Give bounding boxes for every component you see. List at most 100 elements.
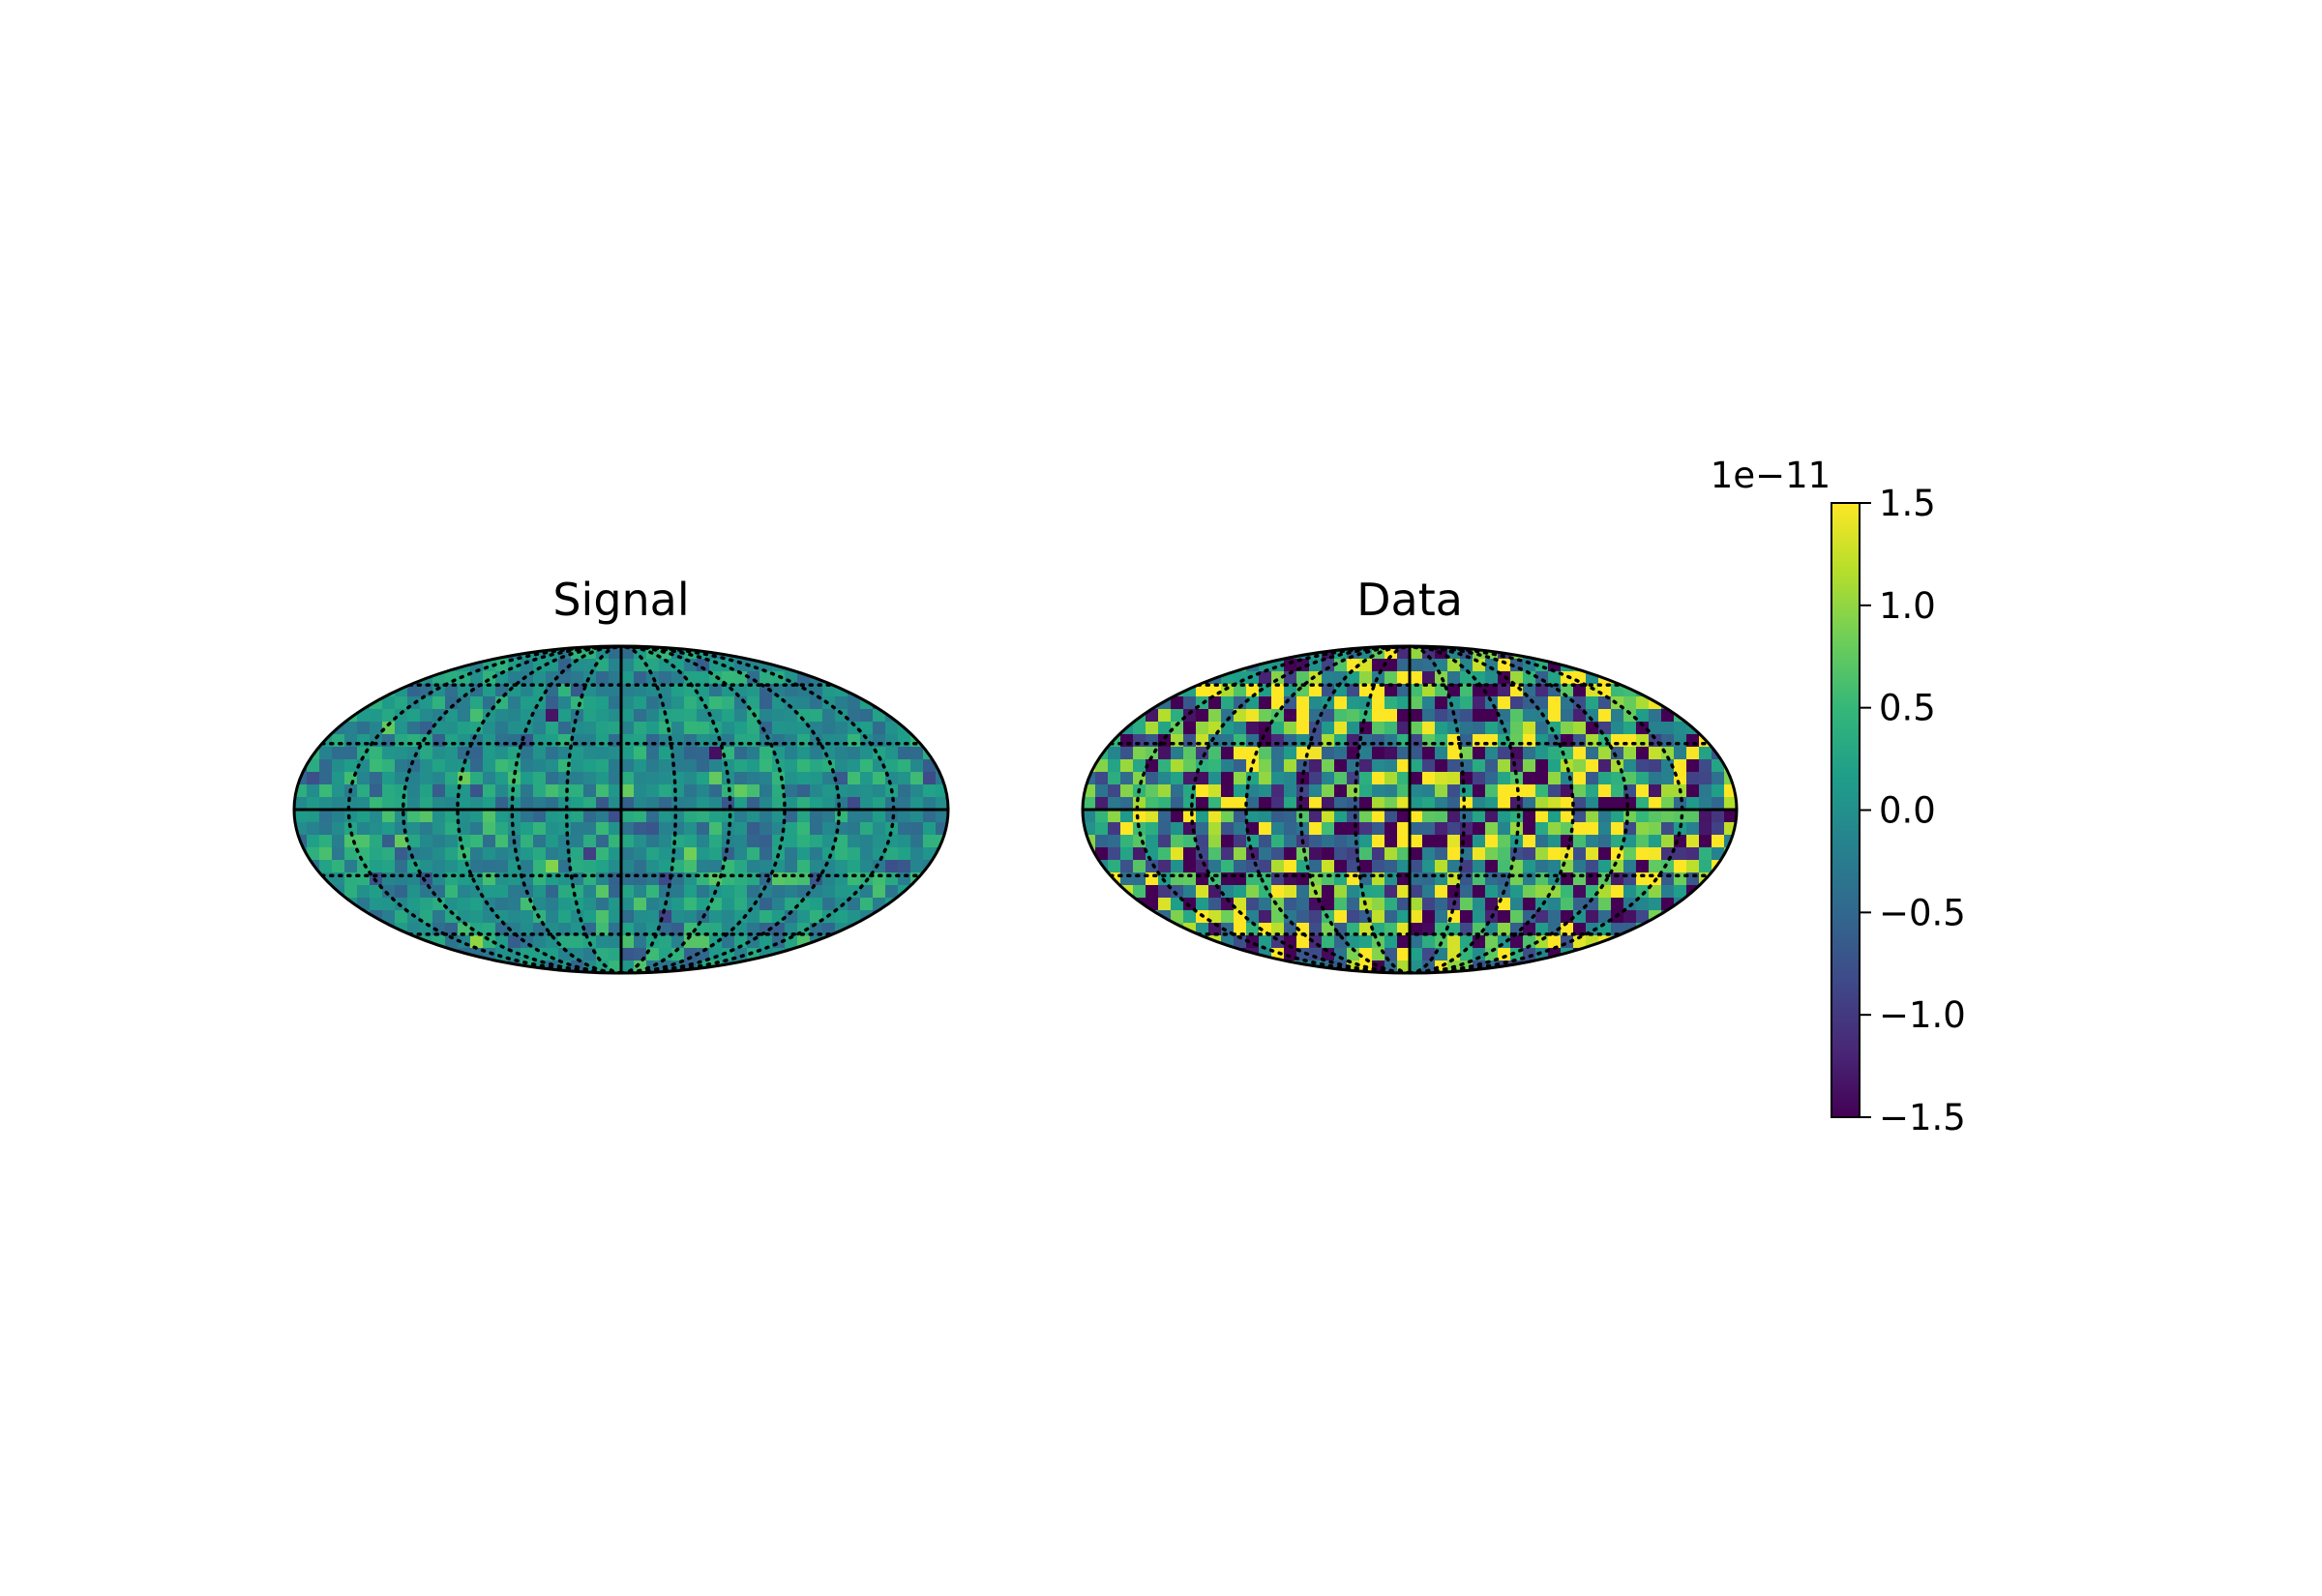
heatmap-cell <box>1095 772 1109 785</box>
heatmap-cell <box>1724 810 1737 823</box>
heatmap-cell <box>747 696 760 710</box>
heatmap-cell <box>445 759 459 773</box>
heatmap-cell <box>458 722 471 735</box>
heatmap-cell <box>1196 784 1209 798</box>
heatmap-cell <box>785 885 798 899</box>
heatmap-cell <box>571 822 584 836</box>
heatmap-cell <box>533 784 547 798</box>
heatmap-cell <box>1523 872 1536 886</box>
heatmap-cell <box>596 709 610 723</box>
heatmap-cell <box>583 835 597 848</box>
heatmap-cell <box>483 822 496 836</box>
heatmap-cell <box>797 860 811 873</box>
heatmap-cell <box>898 835 911 848</box>
heatmap-cell <box>407 734 421 748</box>
heatmap-cell <box>1636 860 1650 873</box>
heatmap-cell <box>747 860 760 873</box>
heatmap-cell <box>1422 709 1436 723</box>
heatmap-cell <box>1535 961 1549 973</box>
heatmap-cell <box>1384 696 1398 710</box>
heatmap-cell <box>1271 722 1285 735</box>
heatmap-cell <box>558 835 572 848</box>
heatmap-cell <box>873 835 886 848</box>
heatmap-cell <box>1372 659 1385 672</box>
heatmap-cell <box>382 734 396 748</box>
heatmap-cell <box>483 646 496 660</box>
heatmap-cell <box>1246 910 1260 924</box>
heatmap-cell <box>1146 734 1159 748</box>
heatmap-cell <box>810 898 823 911</box>
heatmap-cell <box>307 759 320 773</box>
heatmap-cell <box>1259 835 1272 848</box>
heatmap-cell <box>571 696 584 710</box>
heatmap-cell <box>1435 835 1448 848</box>
heatmap-cell <box>521 709 534 723</box>
heatmap-cell <box>810 847 823 861</box>
heatmap-cell <box>1120 797 1134 811</box>
heatmap-cell <box>772 885 786 899</box>
heatmap-cell <box>420 898 433 911</box>
heatmap-cell <box>709 910 723 924</box>
heatmap-cell <box>1485 860 1499 873</box>
heatmap-cell <box>1158 759 1172 773</box>
heatmap-cell <box>332 898 345 911</box>
heatmap-cell <box>1623 734 1637 748</box>
heatmap-cell <box>395 810 408 823</box>
heatmap-cell <box>1359 948 1373 961</box>
heatmap-cell <box>1397 860 1411 873</box>
heatmap-cell <box>822 709 836 723</box>
heatmap-cell <box>1485 835 1499 848</box>
heatmap-cell <box>1259 671 1272 685</box>
heatmap-cell <box>470 810 484 823</box>
heatmap-cell <box>407 822 421 836</box>
heatmap-cell <box>621 822 635 836</box>
heatmap-cell <box>646 734 660 748</box>
heatmap-cell <box>1208 734 1222 748</box>
heatmap-cell <box>395 847 408 861</box>
heatmap-cell <box>583 860 597 873</box>
heatmap-cell <box>432 696 446 710</box>
heatmap-cell <box>697 759 710 773</box>
heatmap-cell <box>483 797 496 811</box>
heatmap-cell <box>709 797 723 811</box>
heatmap-cell <box>734 935 748 949</box>
heatmap-cell <box>1598 847 1612 861</box>
heatmap-cell <box>646 784 660 798</box>
heatmap-cell <box>1234 722 1247 735</box>
heatmap-cell <box>1598 709 1612 723</box>
heatmap-cell <box>483 784 496 798</box>
heatmap-cell <box>1586 696 1599 710</box>
heatmap-cell <box>1146 772 1159 785</box>
heatmap-cell <box>1234 810 1247 823</box>
heatmap-cell <box>508 910 521 924</box>
heatmap-cell <box>319 709 333 723</box>
heatmap-cell <box>1422 684 1436 697</box>
heatmap-cell <box>407 797 421 811</box>
heatmap-cell <box>936 797 948 811</box>
heatmap-cell <box>1523 784 1536 798</box>
heatmap-cell <box>835 747 848 760</box>
heatmap-cell <box>609 659 622 672</box>
heatmap-cell <box>910 860 924 873</box>
heatmap-cell <box>1309 759 1323 773</box>
heatmap-cell <box>1133 860 1146 873</box>
heatmap-cell <box>1410 696 1423 710</box>
heatmap-cell <box>1322 722 1335 735</box>
heatmap-cell <box>445 722 459 735</box>
heatmap-cell <box>1623 835 1637 848</box>
heatmap-cell <box>1296 772 1310 785</box>
heatmap-cell <box>1523 810 1536 823</box>
heatmap-cell <box>1171 759 1184 773</box>
heatmap-cell <box>1120 898 1134 911</box>
heatmap-cell <box>1586 810 1599 823</box>
heatmap-cell <box>1259 696 1272 710</box>
heatmap-cell <box>1649 885 1662 899</box>
heatmap-cell <box>609 935 622 949</box>
heatmap-cell <box>332 784 345 798</box>
heatmap-cell <box>1422 860 1436 873</box>
heatmap-cell <box>646 860 660 873</box>
heatmap-cell <box>1359 747 1373 760</box>
heatmap-cell <box>1485 797 1499 811</box>
heatmap-cell <box>495 671 509 685</box>
heatmap-cell <box>1561 810 1574 823</box>
